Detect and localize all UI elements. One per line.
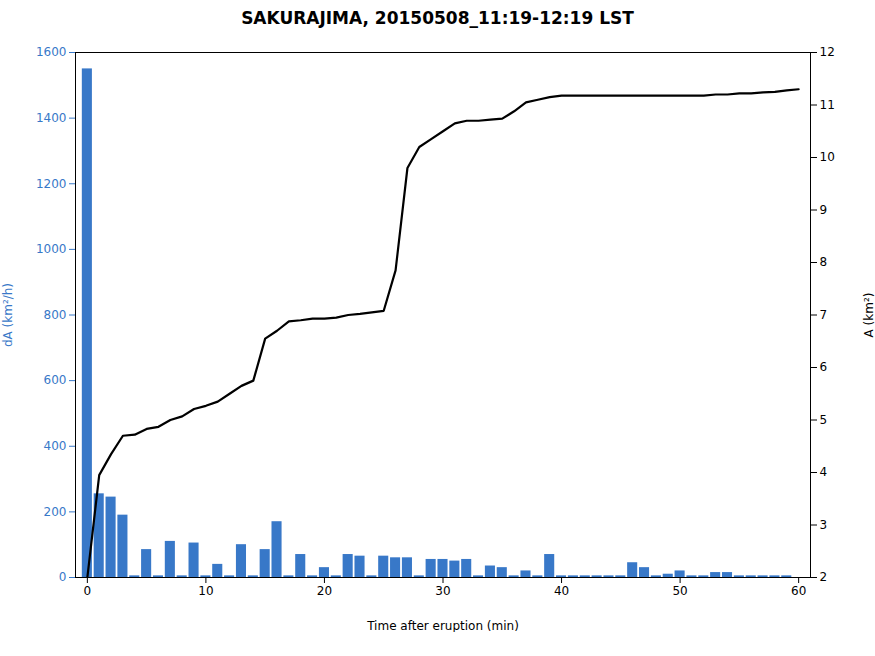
svg-text:1400: 1400 <box>36 111 67 125</box>
svg-text:11: 11 <box>820 98 835 112</box>
svg-text:0: 0 <box>84 584 92 598</box>
svg-text:1200: 1200 <box>36 177 67 191</box>
svg-text:60: 60 <box>791 584 806 598</box>
svg-text:30: 30 <box>435 584 450 598</box>
svg-text:400: 400 <box>44 439 67 453</box>
svg-text:10: 10 <box>198 584 213 598</box>
svg-text:Time after eruption (min): Time after eruption (min) <box>366 619 519 633</box>
svg-text:1000: 1000 <box>36 242 67 256</box>
svg-text:1600: 1600 <box>36 45 67 59</box>
svg-text:10: 10 <box>820 150 835 164</box>
svg-text:4: 4 <box>820 465 828 479</box>
svg-text:20: 20 <box>317 584 332 598</box>
svg-text:600: 600 <box>44 373 67 387</box>
svg-text:800: 800 <box>44 308 67 322</box>
svg-text:40: 40 <box>554 584 569 598</box>
svg-text:dA (km²/h): dA (km²/h) <box>1 283 15 347</box>
svg-text:5: 5 <box>820 413 828 427</box>
svg-text:A (km²): A (km²) <box>862 293 875 338</box>
svg-text:6: 6 <box>820 360 828 374</box>
svg-text:0: 0 <box>59 570 67 584</box>
svg-text:12: 12 <box>820 45 835 59</box>
svg-text:7: 7 <box>820 308 828 322</box>
svg-text:9: 9 <box>820 203 828 217</box>
svg-text:8: 8 <box>820 255 828 269</box>
svg-text:2: 2 <box>820 570 828 584</box>
svg-text:200: 200 <box>44 505 67 519</box>
svg-text:50: 50 <box>672 584 687 598</box>
svg-text:3: 3 <box>820 518 828 532</box>
html-text:SAKURAJIMA, 20150508_11:19-12:: SAKURAJIMA, 20150508_11:19-12:19 LST <box>241 8 634 28</box>
